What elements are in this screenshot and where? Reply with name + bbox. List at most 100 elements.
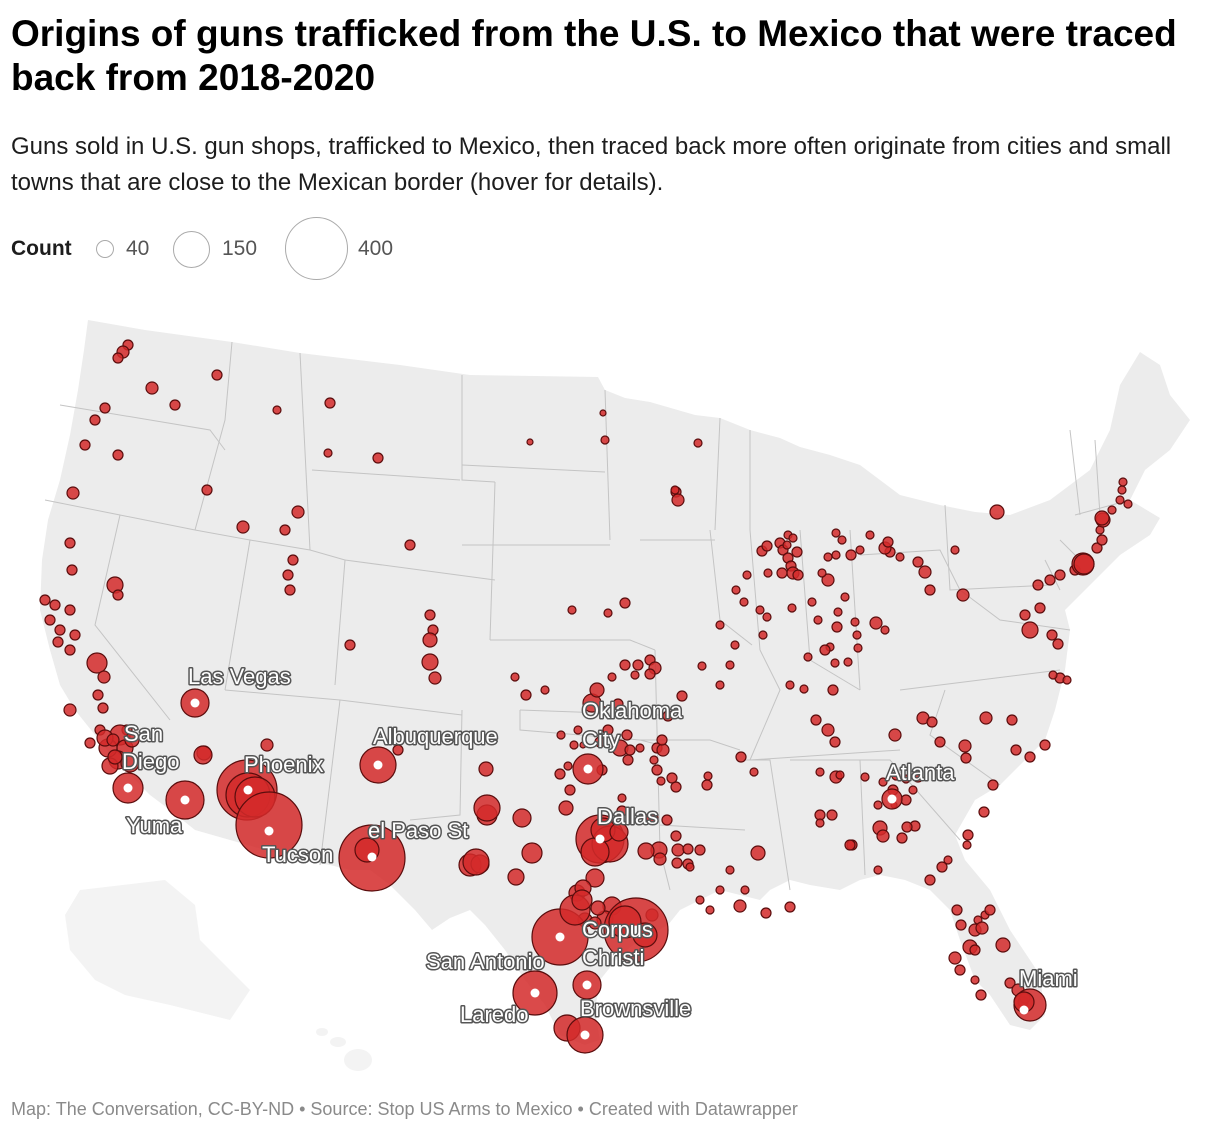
- city-marker[interactable]: [853, 643, 863, 653]
- city-marker[interactable]: [590, 900, 606, 916]
- city-marker[interactable]: [462, 848, 490, 876]
- city-marker[interactable]: [954, 964, 966, 976]
- city-marker[interactable]: [97, 702, 109, 714]
- city-marker[interactable]: [624, 744, 636, 756]
- city-marker[interactable]: [653, 852, 667, 866]
- city-marker[interactable]: [682, 843, 694, 855]
- city-marker[interactable]: [556, 730, 566, 740]
- city-marker[interactable]: [540, 685, 550, 695]
- city-marker[interactable]: [934, 736, 946, 748]
- city-marker[interactable]: [705, 905, 715, 915]
- city-marker[interactable]: [630, 670, 640, 680]
- city-marker[interactable]: [970, 975, 980, 985]
- city-marker[interactable]: [97, 670, 111, 684]
- city-marker[interactable]: [554, 768, 566, 780]
- city-marker[interactable]: [235, 791, 303, 859]
- city-marker[interactable]: [823, 552, 833, 562]
- city-marker[interactable]: [619, 597, 631, 609]
- city-marker[interactable]: [421, 653, 439, 671]
- city-marker[interactable]: [792, 569, 804, 581]
- city-marker[interactable]: [1123, 499, 1133, 509]
- city-marker[interactable]: [860, 772, 870, 782]
- city-marker[interactable]: [924, 584, 936, 596]
- city-marker[interactable]: [1096, 534, 1108, 546]
- city-marker[interactable]: [1094, 510, 1110, 526]
- city-marker[interactable]: [962, 840, 972, 850]
- city-marker[interactable]: [1021, 621, 1039, 639]
- city-marker[interactable]: [1039, 739, 1051, 751]
- city-marker[interactable]: [891, 771, 901, 781]
- city-marker[interactable]: [558, 800, 574, 816]
- city-marker[interactable]: [1032, 579, 1044, 591]
- city-marker[interactable]: [725, 865, 735, 875]
- city-marker[interactable]: [99, 402, 111, 414]
- city-marker[interactable]: [958, 739, 972, 753]
- city-marker[interactable]: [424, 609, 436, 621]
- city-marker[interactable]: [735, 751, 747, 763]
- city-marker[interactable]: [831, 528, 841, 538]
- city-marker[interactable]: [1019, 609, 1031, 621]
- city-marker[interactable]: [619, 659, 631, 671]
- city-marker[interactable]: [635, 743, 645, 753]
- city-marker[interactable]: [876, 829, 890, 843]
- city-marker[interactable]: [978, 806, 990, 818]
- city-marker[interactable]: [697, 661, 707, 671]
- city-marker[interactable]: [852, 630, 862, 640]
- city-marker[interactable]: [120, 753, 140, 773]
- city-marker[interactable]: [64, 644, 76, 656]
- city-marker[interactable]: [589, 682, 605, 698]
- city-marker[interactable]: [676, 690, 688, 702]
- city-marker[interactable]: [106, 733, 120, 747]
- city-marker[interactable]: [92, 689, 104, 701]
- city-marker[interactable]: [324, 397, 336, 409]
- city-marker[interactable]: [873, 865, 883, 875]
- city-marker[interactable]: [69, 629, 81, 641]
- city-marker[interactable]: [685, 862, 695, 872]
- city-marker[interactable]: [979, 711, 993, 725]
- city-marker[interactable]: [644, 668, 656, 680]
- city-marker[interactable]: [865, 530, 875, 540]
- city-marker[interactable]: [645, 811, 659, 825]
- city-marker[interactable]: [564, 784, 576, 796]
- city-marker[interactable]: [649, 755, 659, 765]
- city-marker[interactable]: [607, 672, 617, 682]
- city-marker[interactable]: [807, 597, 817, 607]
- city-marker[interactable]: [835, 770, 845, 780]
- city-marker[interactable]: [616, 805, 628, 817]
- city-marker[interactable]: [799, 684, 809, 694]
- city-marker[interactable]: [145, 381, 159, 395]
- city-marker[interactable]: [960, 752, 972, 764]
- city-marker[interactable]: [918, 565, 932, 579]
- city-marker[interactable]: [730, 640, 740, 650]
- city-marker[interactable]: [821, 573, 835, 587]
- city-marker[interactable]: [755, 605, 765, 615]
- city-marker[interactable]: [428, 671, 442, 685]
- city-marker[interactable]: [526, 438, 534, 446]
- city-marker[interactable]: [1118, 477, 1128, 487]
- city-marker[interactable]: [701, 779, 713, 791]
- city-marker[interactable]: [344, 639, 356, 651]
- city-marker[interactable]: [837, 535, 847, 545]
- city-marker[interactable]: [926, 716, 938, 728]
- city-marker[interactable]: [600, 435, 610, 445]
- city-marker[interactable]: [813, 615, 823, 625]
- city-marker[interactable]: [776, 567, 788, 579]
- city-marker[interactable]: [260, 738, 274, 752]
- city-marker[interactable]: [845, 549, 857, 561]
- city-marker[interactable]: [282, 569, 294, 581]
- city-marker[interactable]: [594, 736, 606, 748]
- city-marker[interactable]: [63, 703, 77, 717]
- city-marker[interactable]: [507, 868, 525, 886]
- city-marker[interactable]: [888, 728, 902, 742]
- city-marker[interactable]: [1010, 744, 1022, 756]
- city-marker[interactable]: [715, 680, 725, 690]
- city-marker[interactable]: [908, 785, 918, 795]
- city-marker[interactable]: [975, 921, 989, 935]
- city-marker[interactable]: [840, 592, 850, 602]
- city-marker[interactable]: [1034, 602, 1046, 614]
- city-marker[interactable]: [651, 764, 663, 776]
- city-marker[interactable]: [169, 399, 181, 411]
- city-marker[interactable]: [969, 944, 981, 956]
- city-marker[interactable]: [896, 832, 908, 844]
- city-marker[interactable]: [323, 448, 333, 458]
